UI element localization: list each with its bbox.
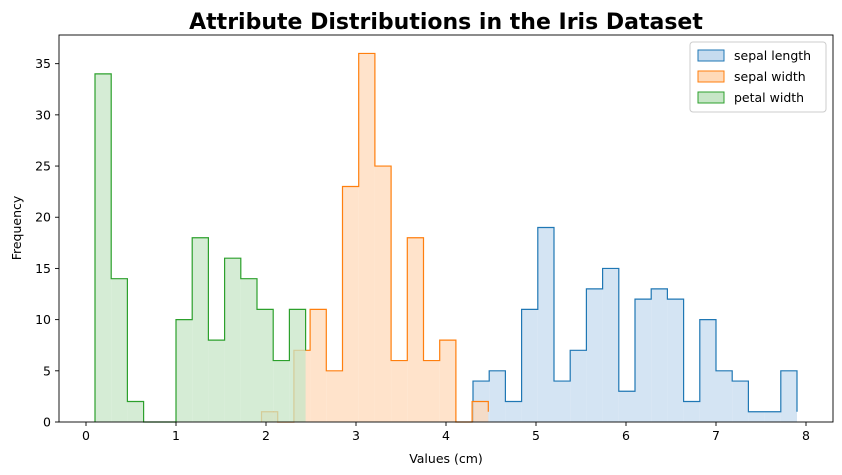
step-outline-sepal-length xyxy=(472,226,798,422)
bar-sepal-length xyxy=(780,370,797,422)
bar-sepal-length xyxy=(667,299,684,422)
step-outline-petal-width xyxy=(94,73,307,423)
bar-sepal-length xyxy=(699,319,716,422)
bar-sepal-length xyxy=(732,381,749,422)
bars-layer xyxy=(94,52,798,423)
legend: sepal length sepal width petal width xyxy=(689,41,827,113)
bar-sepal-width xyxy=(439,340,456,422)
bar-petal-width xyxy=(192,237,209,422)
bar-petal-width xyxy=(224,258,241,422)
bar-sepal-width xyxy=(358,53,375,423)
legend-label-sepal-width: sepal width xyxy=(734,69,806,84)
bar-sepal-width xyxy=(326,370,343,422)
bar-sepal-width xyxy=(374,166,392,422)
x-tick-label: 5 xyxy=(532,428,540,443)
series-petal-width xyxy=(94,73,307,423)
x-axis: 0 1 2 3 4 5 6 7 8 xyxy=(82,422,810,443)
bar-sepal-length xyxy=(618,391,635,422)
bar-sepal-length xyxy=(505,401,522,422)
y-tick-label: 35 xyxy=(35,56,51,71)
x-tick-label: 0 xyxy=(82,428,90,443)
x-tick-label: 1 xyxy=(172,428,180,443)
bar-sepal-length xyxy=(683,401,700,422)
bar-sepal-width xyxy=(423,360,440,422)
series-sepal-length xyxy=(472,226,798,422)
x-axis-label: Values (cm) xyxy=(409,451,483,466)
x-tick-label: 2 xyxy=(262,428,270,443)
chart-title: Attribute Distributions in the Iris Data… xyxy=(189,10,703,35)
legend-label-sepal-length: sepal length xyxy=(734,48,811,63)
bar-petal-width xyxy=(111,278,128,422)
bar-petal-width xyxy=(176,319,193,422)
bar-sepal-length xyxy=(586,288,603,422)
bar-petal-width xyxy=(95,73,112,423)
bar-sepal-length xyxy=(489,370,506,422)
bar-sepal-width xyxy=(342,186,359,422)
y-tick-label: 10 xyxy=(35,312,51,327)
bar-sepal-length xyxy=(602,268,619,422)
y-axis: 0 5 10 15 20 25 30 35 xyxy=(35,56,59,430)
y-tick-label: 5 xyxy=(43,363,51,378)
bar-sepal-length xyxy=(554,381,571,422)
bar-sepal-length xyxy=(635,299,652,422)
y-tick-label: 0 xyxy=(43,415,51,430)
bar-sepal-length xyxy=(748,411,765,422)
bar-sepal-length xyxy=(570,350,587,422)
legend-label-petal-width: petal width xyxy=(734,90,804,105)
bar-petal-width xyxy=(289,309,306,422)
bar-sepal-width xyxy=(407,237,424,422)
bar-sepal-width xyxy=(310,309,327,422)
x-tick-label: 4 xyxy=(442,428,450,443)
y-tick-label: 15 xyxy=(35,261,51,276)
y-tick-label: 30 xyxy=(35,107,51,122)
bar-sepal-width xyxy=(472,401,489,422)
y-axis-label: Frequency xyxy=(9,195,24,260)
bar-sepal-length xyxy=(764,411,781,422)
bar-sepal-length xyxy=(716,370,733,422)
x-tick-label: 8 xyxy=(802,428,810,443)
x-tick-label: 6 xyxy=(622,428,630,443)
bar-sepal-width xyxy=(391,360,408,422)
legend-swatch-sepal-length xyxy=(697,49,725,62)
bar-petal-width xyxy=(273,360,290,422)
legend-swatch-sepal-width xyxy=(697,70,725,83)
bar-sepal-length xyxy=(521,309,538,422)
legend-swatch-petal-width xyxy=(697,91,725,104)
x-tick-label: 7 xyxy=(712,428,720,443)
bar-sepal-length xyxy=(651,288,668,422)
bar-petal-width xyxy=(208,340,225,422)
y-tick-label: 25 xyxy=(35,159,51,174)
bar-petal-width xyxy=(240,278,257,422)
x-tick-label: 3 xyxy=(352,428,360,443)
bar-petal-width xyxy=(127,401,144,422)
bar-petal-width xyxy=(257,309,274,422)
y-tick-label: 20 xyxy=(35,210,51,225)
bar-sepal-length xyxy=(537,227,554,422)
